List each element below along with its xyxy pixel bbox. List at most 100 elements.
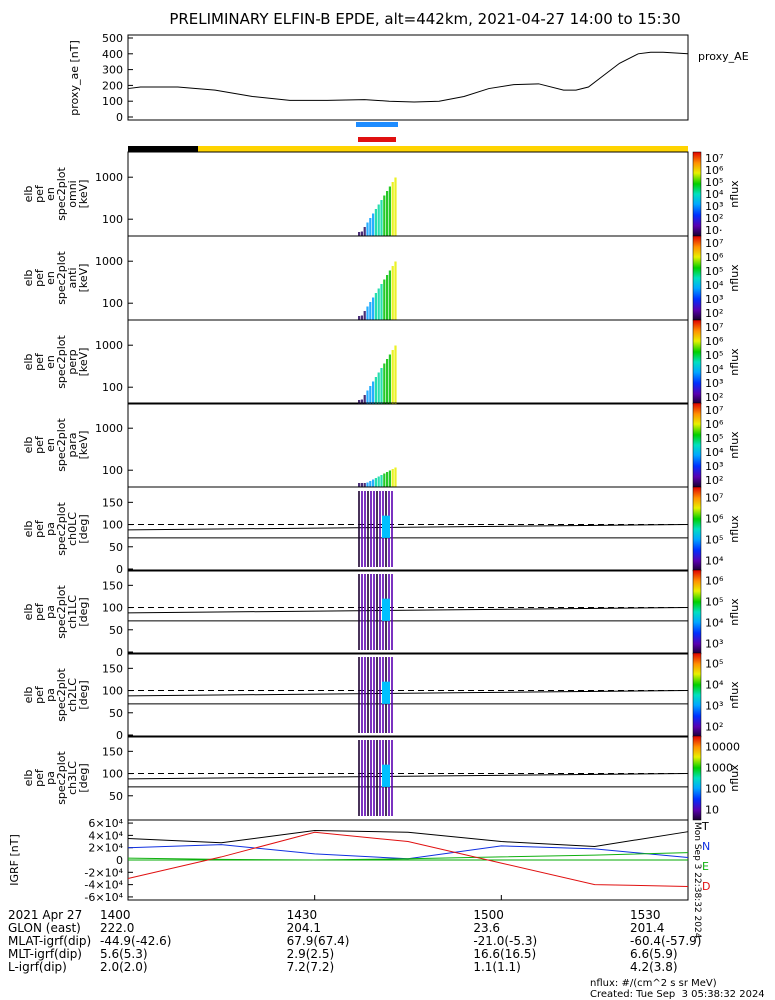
colorbar-tick-label: 10⁵	[705, 596, 723, 609]
footer-value: 5.6(5.3)	[100, 947, 148, 961]
footer-row-label: MLAT-igrf(dip)	[8, 934, 92, 948]
ytick-label: 1000	[95, 255, 123, 268]
spectral-bin	[383, 195, 386, 236]
spectral-bin	[358, 483, 361, 487]
colorbar-tick-label: 10²	[705, 212, 723, 225]
spectral-bin	[363, 311, 366, 320]
colorbar-tick-label: 10⁶	[705, 575, 724, 588]
colorbar-tick-label: 10⁶	[705, 418, 724, 431]
colorbar-label: nflux	[728, 764, 741, 792]
pa-bin	[379, 574, 381, 650]
spectral-bin	[358, 232, 361, 236]
footer-value: 222.0	[100, 921, 135, 935]
spectral-bin	[372, 297, 375, 320]
science-zone-bar-red	[358, 137, 396, 142]
colorbar-tick-label: 10³	[705, 200, 723, 213]
ytick-label: 1000	[95, 422, 123, 435]
panel-ylabel-line: elb	[22, 687, 35, 704]
panel-ylabel-line: pef	[33, 184, 46, 203]
proxy-ae-ylabel: proxy_ae [nT]	[68, 40, 81, 115]
colorbar-tick-label: 10⁶	[705, 251, 724, 264]
loss-cone-solid	[127, 690, 689, 697]
colorbar-tick-label: 10⁶	[705, 164, 724, 177]
panel-ylabel-line: en	[44, 271, 57, 285]
spectral-bin	[377, 288, 380, 320]
panel-ylabel-line: [keV]	[77, 431, 90, 460]
pa-bin	[391, 657, 393, 733]
sunlit-bar-yellow	[198, 146, 688, 152]
spectral-bin	[369, 218, 372, 236]
panel-ylabel-line: elb	[22, 186, 35, 203]
proxy-ae-panel: 0 100 200 300 400 500 proxy_AE proxy_ae [nT]	[68, 32, 749, 124]
created-stamp: Created: Tue Sep 3 05:38:32 2024	[590, 989, 765, 1000]
colorbar-tick-label: 10⁴	[705, 555, 724, 568]
spectral-bin	[374, 293, 377, 320]
spectral-bin	[386, 359, 389, 404]
panel-frame	[127, 235, 689, 321]
pa-core	[382, 681, 390, 704]
colorbar-label: nflux	[728, 598, 741, 626]
ytick-label: 150	[102, 662, 123, 675]
panel-ylabel-line: [deg]	[77, 680, 90, 709]
spectral-bin	[363, 395, 366, 404]
loss-cone-solid	[127, 773, 689, 780]
panel-ylabel-line: en	[44, 438, 57, 452]
igrf-legend-E: E	[702, 860, 709, 873]
spectral-bin	[358, 400, 361, 404]
spectral-bin	[383, 363, 386, 404]
footer-value: 1.1(1.1)	[473, 960, 521, 974]
pa-bin	[364, 657, 366, 733]
colorbar-tick-label: 10⁷	[705, 152, 723, 165]
panel-ylabel-line: [keV]	[77, 264, 90, 293]
pa-bin	[361, 574, 363, 650]
spectrogram-panel-8: 50 100 150 10 100 1000 10000 nflux elbpefpaspec2…	[22, 735, 741, 821]
panel-ylabel-line: elb	[22, 604, 35, 621]
proxy-ae-ytick-label: 400	[102, 48, 123, 61]
footer-value: -60.4(-57.9)	[630, 934, 702, 948]
panel-ylabel-line: pef	[33, 768, 46, 787]
spectral-bin	[391, 266, 394, 320]
proxy-ae-ytick-label: 100	[102, 95, 123, 108]
footer-value: 2.9(2.5)	[286, 947, 335, 961]
spectral-bin	[386, 275, 389, 320]
panel-ylabel-line: en	[44, 187, 57, 201]
colorbar-tick-label: 10²	[705, 474, 723, 487]
panel-ylabel-line: perp	[66, 349, 79, 374]
pa-bin	[370, 574, 372, 650]
panel-ylabel-line: ch2LC	[66, 678, 79, 712]
footer-row-label: MLT-igrf(dip)	[8, 947, 82, 961]
ytick-label: 100	[102, 213, 123, 226]
footer-value: 204.1	[286, 921, 322, 935]
colorbar	[692, 402, 702, 488]
panel-ylabel-line: pef	[33, 519, 46, 538]
igrf-ytick-label: -4×10⁴	[84, 879, 123, 892]
spectral-bin	[380, 475, 383, 487]
pa-bin	[379, 657, 381, 733]
spectral-bin	[360, 315, 363, 320]
footer-value: 6.6(5.9)	[630, 947, 678, 961]
colorbar-tick-label: 10²	[705, 391, 723, 404]
panel-frame	[127, 151, 689, 237]
pa-core	[382, 515, 390, 538]
colorbar	[692, 486, 702, 572]
spectral-bin	[369, 386, 372, 404]
panel-ylabel-line: pef	[33, 352, 46, 371]
spectral-bin	[374, 377, 377, 404]
panel-ylabel-line: ch3LC	[66, 761, 79, 795]
colorbar-tick-label: 10⁵	[705, 349, 723, 362]
proxy-ae-ytick-label: 200	[102, 79, 123, 92]
spectral-bin	[383, 473, 386, 487]
proxy-ae-ytick-label: 300	[102, 64, 123, 77]
sunlit-bar-dark	[128, 146, 198, 152]
colorbar	[692, 151, 702, 237]
colorbar-tick-label: 10⁷	[705, 321, 723, 334]
spectral-bin	[360, 483, 363, 487]
pa-bin	[361, 740, 363, 816]
pa-bin	[370, 657, 372, 733]
panel-ylabel-line: spec2plot	[55, 751, 68, 805]
pa-bin	[358, 657, 360, 733]
loss-cone-solid	[127, 607, 689, 614]
panel-ylabel-line: pa	[44, 771, 57, 785]
